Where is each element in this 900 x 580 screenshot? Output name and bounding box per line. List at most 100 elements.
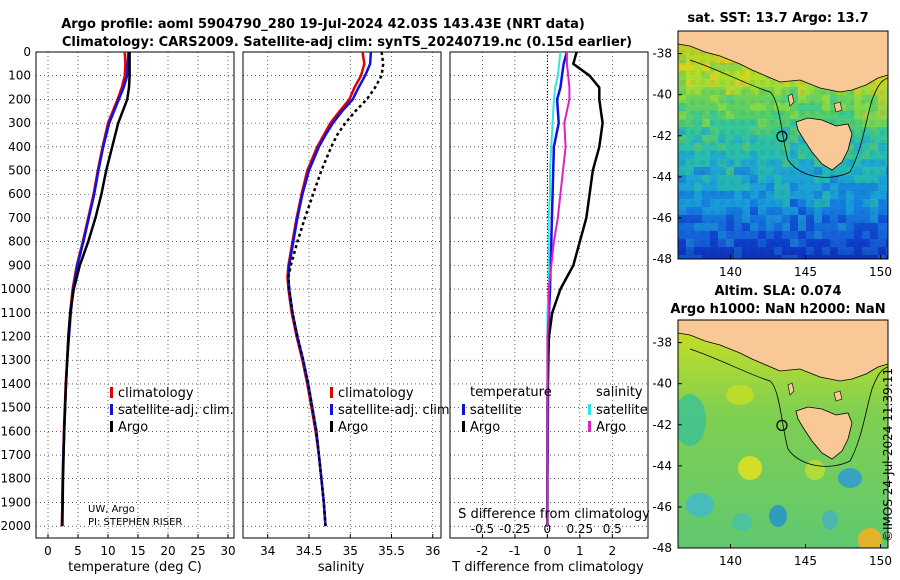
x-tick-label: 15 <box>130 544 145 558</box>
temperature-axes-frame <box>35 51 235 539</box>
legend-label-argo: Argo <box>118 420 148 435</box>
legend-swatch-satellite <box>330 404 333 415</box>
depth-tick-label: 600 <box>8 187 31 201</box>
sla-blob <box>678 394 706 446</box>
profile-line-argo <box>61 52 131 527</box>
legend-label-s-argo: Argo <box>596 420 626 435</box>
sla-field <box>678 320 888 548</box>
legend-swatch-t-argo <box>462 421 465 432</box>
sst-map-panel: sat. SST: 13.7 Argo: 13.7 -38 -40 -42 -44 -4… <box>652 11 892 279</box>
temperature-profiles <box>60 51 131 527</box>
depth-tick-label: 800 <box>8 235 31 249</box>
legend-label-t-argo: Argo <box>470 420 500 435</box>
legend-swatch-climatology <box>330 387 333 398</box>
s-tick-label: 0.25 <box>566 522 593 536</box>
lat-tick-label: -42 <box>652 129 672 143</box>
sla-latitude-tick-labels: -38 -40 -42 -44 -46 -48 <box>652 336 682 555</box>
s-tick-label: -0.25 <box>499 522 530 536</box>
temperature-gridlines <box>36 51 234 538</box>
shelf-contour <box>689 59 888 178</box>
lon-tick-label: 140 <box>719 554 742 568</box>
x-tick-label: 35 <box>343 544 358 558</box>
title-line-1: Argo profile: aoml 5904790_280 19-Jul-20… <box>61 17 585 32</box>
salinity-profiles <box>286 51 385 527</box>
temperature-tick-labels: 0 5 10 15 20 25 30 <box>44 534 236 558</box>
sla-blob <box>726 385 754 405</box>
salinity-panel: 34 34.5 35 35.5 36 salinity climatology sate… <box>242 51 454 575</box>
sla-blob <box>738 456 762 480</box>
x-tick-label: 36 <box>425 544 440 558</box>
x-tick-label: 34.5 <box>296 544 323 558</box>
depth-tick-label: 0 <box>23 45 31 59</box>
x-tick-label: 5 <box>74 544 82 558</box>
lat-tick-label: -40 <box>652 377 672 391</box>
legend-swatch-s-argo <box>588 421 591 432</box>
x-tick-label: 10 <box>100 544 115 558</box>
s-tick-label: -0.5 <box>471 522 494 536</box>
lon-tick-label: 145 <box>794 265 817 279</box>
sla-blob <box>769 505 787 527</box>
temperature-x-label: temperature (deg C) <box>68 560 202 575</box>
sla-map-panel: Altim. SLA: 0.074 Argo h1000: NaN h2000:… <box>652 284 892 568</box>
depth-tick-label: 1700 <box>0 448 31 462</box>
flinders-island <box>833 390 843 402</box>
sla-blob <box>805 460 825 480</box>
temperature-panel: 0100200300400500600700800900100011001200… <box>0 45 235 575</box>
depth-tick-label: 200 <box>8 92 31 106</box>
sst-latitude-tick-labels: -38 -40 -42 -44 -46 -48 <box>652 47 682 266</box>
x-tick-label: -1 <box>509 544 521 558</box>
temperature-legend: climatology satellite-adj. clim. Argo <box>110 386 234 435</box>
lat-tick-label: -44 <box>652 459 672 473</box>
flinders-island <box>833 101 843 113</box>
lat-tick-label: -38 <box>652 336 672 350</box>
depth-tick-label: 1500 <box>0 401 31 415</box>
depth-tick-label: 1800 <box>0 472 31 486</box>
lat-tick-label: -42 <box>652 418 672 432</box>
mainland-australia <box>678 31 888 93</box>
sla-blob <box>858 528 882 548</box>
legend-label-climatology: climatology <box>118 386 194 401</box>
depth-tick-label: 900 <box>8 258 31 272</box>
king-island <box>787 382 795 396</box>
x-tick-label: 20 <box>160 544 175 558</box>
depth-tick-label: 1100 <box>0 306 31 320</box>
lat-tick-label: -46 <box>652 500 672 514</box>
salinity-gridlines <box>243 51 441 538</box>
depth-tick-label: 1900 <box>0 495 31 509</box>
difference-profiles <box>546 51 604 527</box>
salinity-tick-labels: 34 34.5 35 35.5 36 <box>260 534 440 558</box>
argo-position-marker <box>776 130 788 142</box>
legend-label-t-satellite: satellite <box>470 403 522 418</box>
legend-swatch-argo <box>330 421 333 432</box>
depth-tick-label: 1400 <box>0 377 31 391</box>
x-tick-label: -2 <box>476 544 488 558</box>
annotation-institution: UW, Argo <box>88 504 135 515</box>
argo-position-marker <box>776 419 788 431</box>
legend-label-s-satellite: satellite <box>596 403 648 418</box>
legend-swatch-t-satellite <box>462 404 465 415</box>
salinity-x-label: salinity <box>318 560 365 575</box>
profile-line-s-argo <box>546 52 571 527</box>
lat-tick-label: -38 <box>652 47 672 61</box>
legend-header-salinity: salinity <box>596 385 643 400</box>
x-tick-label: 25 <box>190 544 205 558</box>
sla-map-frame <box>677 319 889 549</box>
depth-tick-label: 1200 <box>0 329 31 343</box>
title-line-2: Climatology: CARS2009. Satellite-adj cli… <box>62 35 632 50</box>
legend-swatch-climatology <box>110 387 113 398</box>
legend-header-temperature: temperature <box>470 385 552 400</box>
lat-tick-label: -40 <box>652 88 672 102</box>
lat-tick-label: -48 <box>652 252 672 266</box>
x-tick-label: 1 <box>576 544 584 558</box>
x-tick-label: 0 <box>544 544 552 558</box>
depth-tick-label: 700 <box>8 211 31 225</box>
x-tick-label: 30 <box>220 544 235 558</box>
sla-map-title: Altim. SLA: 0.074 <box>715 284 842 299</box>
profile-line-argo <box>287 51 385 527</box>
legend-swatch-satellite <box>110 404 113 415</box>
sla-longitude-tick-labels: 140 145 150 <box>719 544 892 568</box>
mainland-australia <box>678 320 888 382</box>
depth-tick-label: 1300 <box>0 353 31 367</box>
legend-label-argo: Argo <box>338 420 368 435</box>
